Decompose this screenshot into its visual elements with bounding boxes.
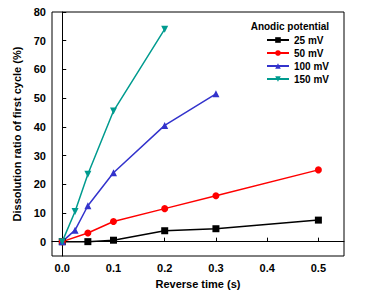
svg-text:0.2: 0.2 [157,262,172,274]
svg-text:0.1: 0.1 [106,262,121,274]
svg-text:Dissolution ratio of first cyc: Dissolution ratio of first cycle (%) [11,46,23,221]
svg-text:50 mV: 50 mV [294,48,324,59]
svg-text:0: 0 [40,236,46,248]
svg-text:20: 20 [34,178,46,190]
svg-text:25 mV: 25 mV [294,35,324,46]
svg-text:100 mV: 100 mV [294,61,329,72]
svg-text:70: 70 [34,35,46,47]
svg-text:0.3: 0.3 [208,262,223,274]
svg-text:Anodic potential: Anodic potential [251,21,330,32]
svg-text:10: 10 [34,207,46,219]
svg-text:30: 30 [34,150,46,162]
svg-text:Reverse time (s): Reverse time (s) [156,278,241,290]
svg-text:40: 40 [34,121,46,133]
svg-text:0.0: 0.0 [55,262,70,274]
svg-text:0.4: 0.4 [260,262,276,274]
svg-text:80: 80 [34,6,46,18]
svg-text:150 mV: 150 mV [294,74,329,85]
svg-text:50: 50 [34,92,46,104]
svg-text:0.5: 0.5 [311,262,326,274]
svg-text:60: 60 [34,63,46,75]
